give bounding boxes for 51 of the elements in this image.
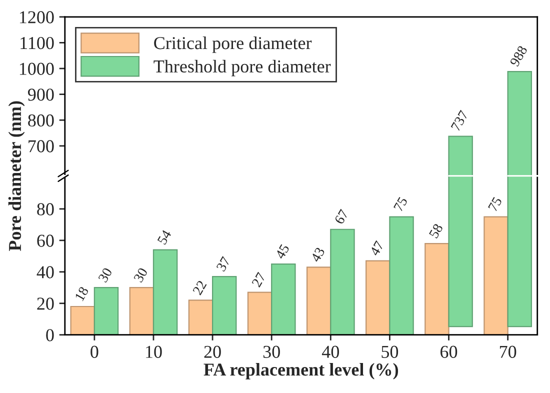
bar [94,287,119,335]
bar [271,263,296,335]
data-label: 75 [394,196,408,212]
y-tick-label: 40 [36,266,54,278]
data-label: 58 [428,223,444,239]
data-label: 54 [157,229,172,245]
bar [306,266,332,335]
data-label: 18 [74,286,89,302]
data-label: 45 [275,244,290,260]
bar [152,249,178,335]
data-label: 22 [192,280,207,296]
y-tick-label: 60 [37,234,54,247]
data-label: 988 [510,45,528,68]
y-tick-label: 900 [28,88,54,101]
bar [330,228,355,335]
data-label: 30 [98,267,112,283]
x-tick-label: 60 [440,346,458,358]
bar [389,216,414,335]
y-tick-label: 700 [28,140,54,152]
bar [366,260,390,335]
y-tick-label: 800 [28,114,54,127]
data-label: 37 [216,256,231,272]
bar [212,276,237,335]
legend-label: Critical pore diameter [154,36,312,53]
x-tick-label: 10 [146,346,162,358]
x-tick-label: 50 [382,346,398,358]
data-label: 47 [370,240,384,256]
bar [129,287,154,335]
y-axis-title: Pore diameter (nm) [8,101,25,251]
x-axis-title: FA replacement level (%) [204,363,398,380]
data-label: 67 [334,208,349,225]
bar [188,300,214,335]
y-tick-label: 1100 [20,36,54,50]
data-label: 43 [310,246,326,263]
y-tick-label: 1200 [20,11,54,24]
y-tick-label: 80 [37,203,54,216]
x-tick-label: 30 [263,346,280,358]
legend-label: Threshold pore diameter [154,60,331,76]
y-tick-label: 20 [37,298,54,310]
y-tick-label: 1000 [20,62,54,75]
y-tick-label: 0 [46,329,54,342]
data-label: 27 [252,272,266,288]
data-label: 737 [450,110,469,132]
x-tick-label: 70 [500,346,516,358]
x-tick-label: 0 [90,346,98,358]
bar [70,306,95,335]
data-label: 30 [133,267,148,283]
data-label: 75 [488,196,502,212]
x-tick-label: 40 [322,346,339,358]
x-tick-label: 20 [204,346,221,358]
bar [247,292,272,335]
